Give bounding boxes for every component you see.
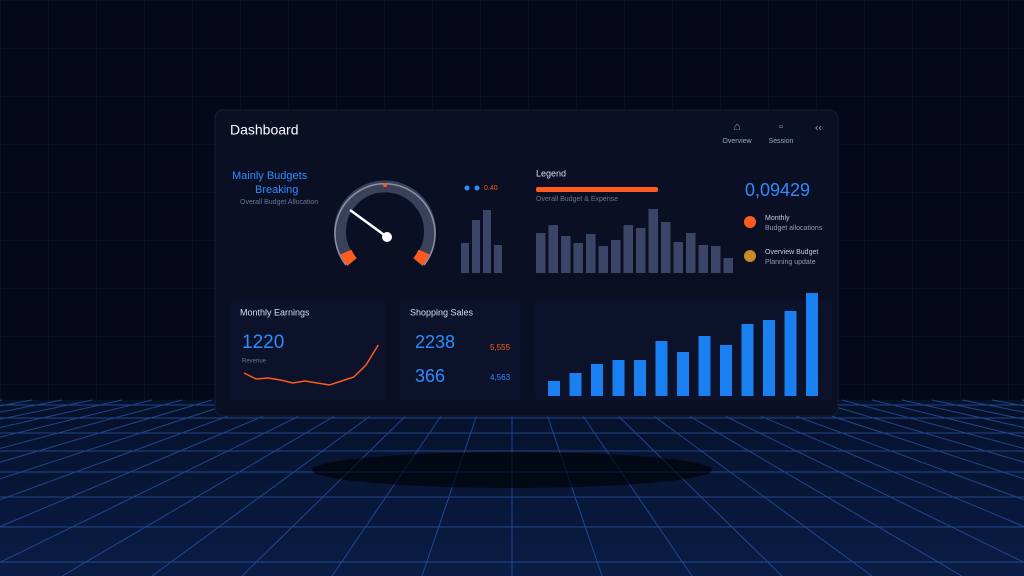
bar bbox=[548, 225, 558, 273]
big-value: 0,09429 bbox=[745, 180, 810, 200]
bar bbox=[472, 220, 480, 273]
panel-subtitle: Breaking bbox=[255, 184, 298, 196]
bar bbox=[698, 245, 708, 273]
gauge bbox=[334, 180, 436, 267]
bar bbox=[548, 381, 560, 396]
bar bbox=[648, 209, 658, 273]
card-label: Revenue bbox=[242, 359, 267, 365]
card-title: Monthly Earnings bbox=[240, 307, 310, 317]
legend-dot bbox=[464, 185, 470, 191]
icon[interactable]: ⌂ bbox=[734, 121, 741, 133]
bar bbox=[569, 373, 582, 396]
bar bbox=[598, 246, 608, 273]
bar bbox=[536, 233, 546, 273]
card bbox=[535, 300, 832, 400]
card-title: Shopping Sales bbox=[410, 307, 474, 317]
bar bbox=[741, 324, 754, 396]
bar bbox=[784, 311, 797, 396]
action[interactable]: Session bbox=[769, 138, 794, 145]
card-value: 366 bbox=[415, 366, 445, 386]
card-value: 1220 bbox=[242, 332, 284, 353]
card-value: 2238 bbox=[415, 332, 455, 352]
bar bbox=[494, 245, 502, 273]
avatar bbox=[744, 250, 756, 262]
panel-title: Legend bbox=[536, 168, 566, 178]
panel-title: Mainly Budgets bbox=[232, 170, 308, 182]
bar bbox=[611, 240, 621, 273]
bar bbox=[561, 236, 571, 273]
bar bbox=[677, 352, 689, 396]
item-text: Budget allocations bbox=[765, 225, 823, 232]
bar bbox=[591, 364, 603, 396]
bar bbox=[634, 360, 646, 396]
side-value: 4,563 bbox=[490, 373, 511, 382]
bar bbox=[612, 360, 625, 396]
bar bbox=[661, 222, 671, 273]
side-value: 5,555 bbox=[490, 343, 511, 352]
item-text: Planning update bbox=[765, 259, 816, 266]
caption: Overall Budget Allocation bbox=[240, 199, 318, 206]
line bbox=[243, 344, 379, 386]
item-title: Overview Budget bbox=[765, 249, 818, 256]
card bbox=[230, 300, 386, 400]
bar bbox=[673, 242, 683, 273]
action[interactable]: Overview bbox=[722, 138, 752, 145]
bar bbox=[698, 336, 711, 396]
bar bbox=[723, 258, 733, 273]
icon[interactable]: ▫ bbox=[779, 121, 783, 133]
collapse[interactable]: ‹‹ bbox=[815, 123, 822, 134]
card bbox=[400, 300, 520, 400]
bar bbox=[573, 243, 583, 273]
bar bbox=[483, 210, 491, 273]
bar bbox=[461, 243, 469, 273]
title: Dashboard bbox=[230, 122, 299, 138]
item-title: Monthly bbox=[765, 215, 790, 222]
bar bbox=[623, 225, 633, 273]
shadow bbox=[312, 452, 712, 488]
bar bbox=[586, 234, 596, 273]
bar bbox=[806, 293, 818, 396]
bar bbox=[655, 341, 668, 396]
bar bbox=[636, 228, 646, 273]
bar bbox=[763, 320, 775, 396]
progress bbox=[536, 187, 658, 192]
avatar bbox=[744, 216, 756, 228]
legend-label: 0.40 bbox=[484, 185, 498, 192]
bar bbox=[720, 345, 732, 396]
legend-dot bbox=[474, 185, 480, 191]
bar bbox=[711, 246, 721, 273]
bar bbox=[686, 233, 696, 273]
caption: Overall Budget & Expense bbox=[536, 196, 618, 203]
